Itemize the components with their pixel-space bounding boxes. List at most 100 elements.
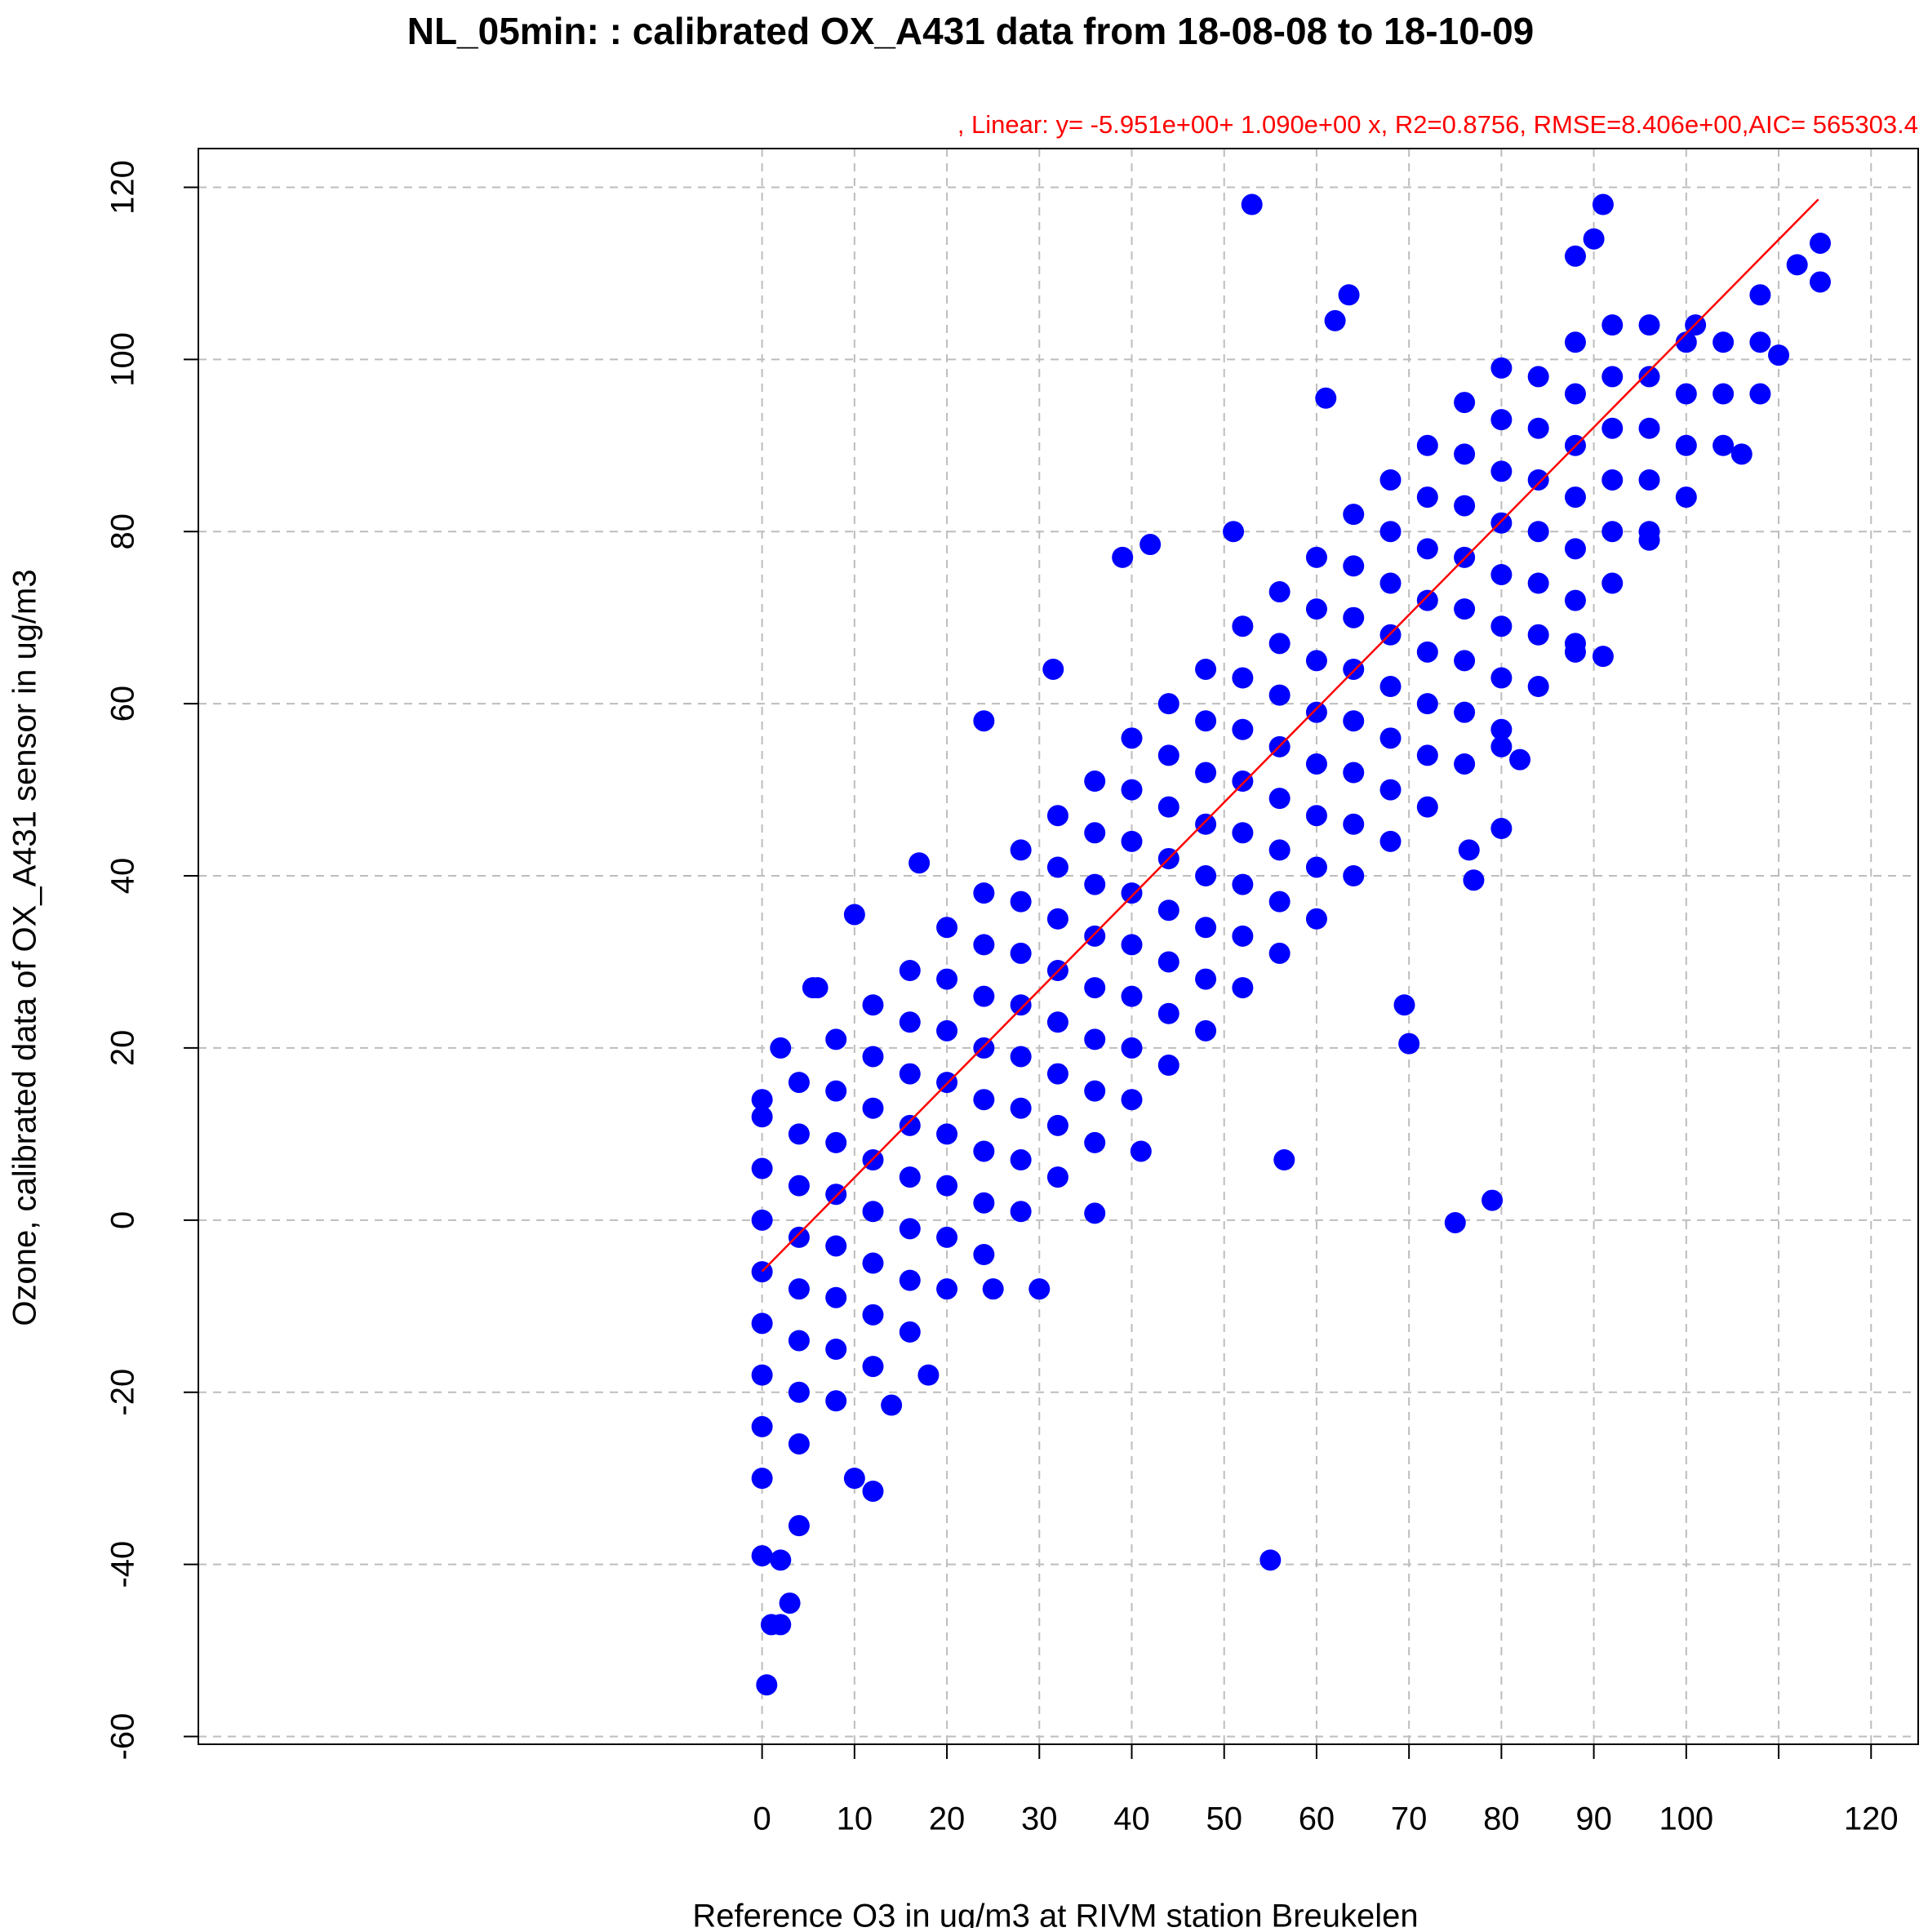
point	[1268, 581, 1291, 603]
point	[1112, 546, 1134, 568]
point	[862, 1356, 884, 1378]
point	[1305, 701, 1327, 723]
point	[1601, 366, 1624, 388]
point	[1416, 796, 1438, 818]
point	[1084, 1028, 1106, 1050]
point	[1416, 641, 1438, 663]
point	[1638, 469, 1660, 491]
point	[806, 977, 829, 999]
y-tick-label: 120	[105, 160, 141, 215]
point	[1305, 753, 1327, 775]
point	[1343, 658, 1365, 680]
point	[1130, 1140, 1152, 1162]
point	[1490, 357, 1513, 379]
point	[1416, 538, 1438, 560]
point	[899, 1114, 921, 1136]
point	[751, 1468, 773, 1490]
point	[1713, 434, 1735, 456]
point	[1305, 546, 1327, 568]
point	[1749, 331, 1771, 353]
point	[1046, 805, 1068, 827]
point	[1157, 744, 1179, 766]
point	[1084, 771, 1106, 793]
point	[1482, 1189, 1504, 1211]
point	[1527, 469, 1549, 491]
point	[1416, 434, 1438, 456]
point	[1268, 788, 1291, 810]
point	[1675, 331, 1697, 353]
point	[1454, 598, 1476, 620]
point	[1343, 762, 1365, 784]
point	[973, 710, 995, 732]
point	[1157, 951, 1179, 973]
point	[862, 1201, 884, 1223]
point	[1416, 486, 1438, 509]
point	[1601, 521, 1624, 543]
point	[1444, 1211, 1466, 1233]
point	[899, 1166, 921, 1188]
point	[1768, 344, 1790, 366]
point	[1121, 779, 1143, 801]
point	[1379, 676, 1402, 698]
point	[973, 934, 995, 956]
point	[1010, 1149, 1032, 1171]
point	[1713, 383, 1735, 405]
point	[751, 1415, 773, 1437]
x-tick-label: 70	[1391, 1801, 1428, 1837]
x-tick-label: 50	[1206, 1801, 1242, 1837]
x-tick-label: 60	[1299, 1801, 1335, 1837]
point	[1675, 486, 1697, 509]
point	[1583, 228, 1605, 250]
point	[1305, 650, 1327, 672]
point	[1490, 460, 1513, 482]
point	[936, 1019, 958, 1042]
point	[751, 1364, 773, 1386]
point	[1638, 314, 1660, 336]
point	[1527, 624, 1549, 646]
point	[770, 1037, 792, 1059]
point	[1416, 693, 1438, 715]
point	[936, 1226, 958, 1248]
y-axis-label: Ozone, calibrated data of OX_A431 sensor…	[7, 569, 43, 1326]
point	[1509, 748, 1531, 771]
point	[1527, 417, 1549, 439]
point	[1084, 873, 1106, 895]
point	[1241, 193, 1263, 215]
point	[1268, 839, 1291, 861]
point	[1268, 890, 1291, 913]
grid	[198, 149, 1918, 1744]
point	[1564, 245, 1586, 267]
point	[1195, 1019, 1217, 1042]
point	[1010, 942, 1032, 964]
y-tick-label: 100	[105, 332, 141, 387]
point	[1379, 779, 1402, 801]
point	[1121, 985, 1143, 1007]
point	[788, 1072, 810, 1094]
point	[1490, 667, 1513, 689]
point	[1454, 392, 1476, 414]
point	[1713, 331, 1735, 353]
point	[1343, 865, 1365, 887]
point	[1564, 486, 1586, 509]
point	[1028, 1278, 1051, 1300]
point	[899, 1063, 921, 1085]
point	[899, 1269, 921, 1291]
point	[1343, 606, 1365, 628]
point	[1601, 469, 1624, 491]
point	[1268, 942, 1291, 964]
point	[1343, 710, 1365, 732]
point	[1416, 744, 1438, 766]
y-tick-label: 60	[105, 686, 141, 722]
point	[1121, 1037, 1143, 1059]
point	[1042, 658, 1064, 680]
point	[825, 1131, 847, 1153]
point	[1490, 718, 1513, 740]
point	[1084, 925, 1106, 947]
point	[1454, 650, 1476, 672]
point	[973, 1037, 995, 1059]
x-tick-label: 10	[837, 1801, 873, 1837]
x-axis-label: Reference O3 in ug/m3 at RIVM station Br…	[692, 1899, 1418, 1928]
point	[973, 985, 995, 1007]
